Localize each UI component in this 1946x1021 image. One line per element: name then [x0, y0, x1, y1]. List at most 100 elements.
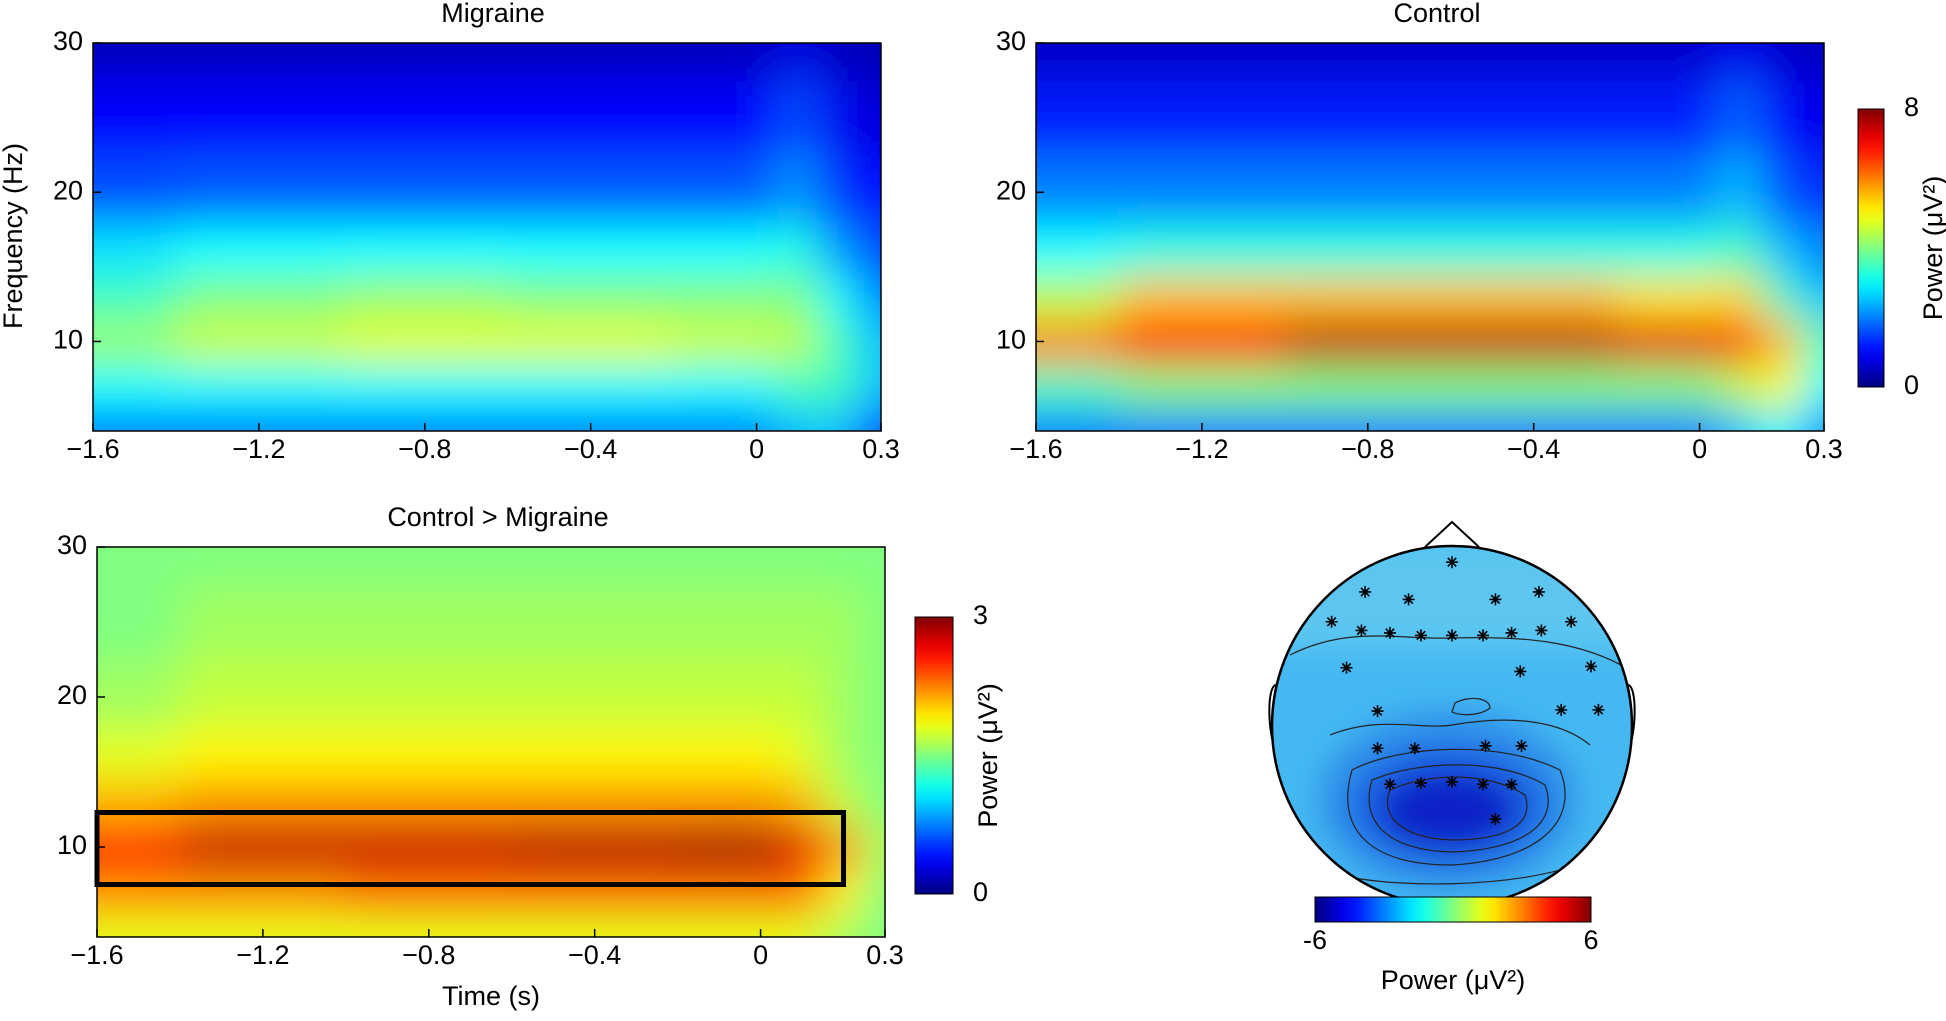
heat-cell [174, 43, 343, 82]
heat-cell [1802, 153, 1824, 224]
heat-cell [174, 79, 343, 156]
x-tick-label: −1.2 [232, 434, 285, 464]
heat-cell [1117, 43, 1286, 82]
heat-cell [97, 583, 181, 661]
heat-cell [776, 221, 820, 276]
electrode [1584, 660, 1597, 673]
heat-cell [1036, 153, 1120, 224]
heat-cell [93, 362, 177, 410]
electrode [1489, 593, 1502, 606]
heatmap [97, 547, 885, 937]
colorbar [1857, 108, 1885, 388]
heat-cell [817, 79, 862, 156]
heat-cell [97, 726, 181, 781]
x-tick-label: −1.6 [70, 940, 123, 970]
heat-cell [859, 273, 881, 321]
heat-cell [340, 153, 509, 224]
electrode [1479, 739, 1492, 752]
heat-cell [178, 547, 347, 586]
electrode [1505, 626, 1518, 639]
heat-cell [859, 407, 881, 431]
y-tick-label: 10 [57, 830, 87, 860]
heat-cell [97, 547, 181, 586]
heat-cell [340, 362, 509, 410]
heat-cell [1117, 362, 1286, 410]
colorbar [914, 616, 954, 895]
heat-cell [1283, 318, 1452, 365]
colorbar-tick-label: 0 [973, 877, 988, 907]
heat-cell [1117, 221, 1286, 276]
heat-cell [859, 221, 881, 276]
heat-cell [506, 43, 675, 82]
heat-cell [1117, 318, 1286, 365]
heat-cell [1760, 362, 1805, 410]
heat-cell [340, 43, 509, 82]
x-tick-label: −0.8 [402, 940, 455, 970]
heat-cell [676, 913, 783, 937]
electrode [1592, 703, 1605, 716]
heat-cell [510, 726, 679, 781]
electrode [1532, 585, 1545, 598]
heat-cell [178, 726, 347, 781]
heat-cell [863, 726, 885, 781]
heat-cell [1760, 407, 1805, 431]
heat-cell [93, 407, 177, 431]
heat-cell [510, 913, 679, 937]
heat-cell [1036, 43, 1120, 82]
heat-cell [1615, 43, 1722, 82]
heat-cell [863, 658, 885, 728]
panel-title: Control [1393, 0, 1480, 28]
heat-cell [676, 547, 783, 586]
heat-cell [863, 778, 885, 826]
x-tick-label: −1.6 [1009, 434, 1062, 464]
heat-cell [1760, 153, 1805, 224]
heat-cell [93, 153, 177, 224]
heat-cell [510, 547, 679, 586]
electrode [1535, 624, 1548, 637]
heat-cell [863, 868, 885, 916]
x-tick-label: 0 [749, 434, 764, 464]
x-axis-label: Time (s) [442, 981, 540, 1011]
heat-cell [817, 407, 862, 431]
heatmap [93, 43, 881, 431]
heat-cell [1283, 407, 1452, 431]
electrodes [1325, 556, 1605, 826]
heat-cell [1449, 362, 1618, 410]
heat-cell [506, 407, 675, 431]
heat-cell [1283, 273, 1452, 321]
y-tick-label: 30 [53, 26, 83, 56]
electrode [1414, 777, 1427, 790]
heat-cell [859, 43, 881, 82]
heat-cell [1449, 79, 1618, 156]
electrode [1325, 615, 1338, 628]
heat-cell [1802, 273, 1824, 321]
heat-cell [1117, 153, 1286, 224]
heatmap-cells [1036, 43, 1824, 431]
heat-cell [340, 273, 509, 321]
heat-cell [1760, 273, 1805, 321]
nose [1424, 520, 1480, 548]
colorbar-tick-label: 0 [1904, 370, 1919, 400]
heat-cell [340, 407, 509, 431]
heat-cell [506, 221, 675, 276]
y-tick-label: 20 [996, 175, 1026, 205]
y-tick-label: 10 [53, 325, 83, 355]
heat-cell [821, 583, 866, 661]
electrode [1514, 665, 1527, 678]
heat-cell [1760, 79, 1805, 156]
electrode [1371, 705, 1384, 718]
heat-cell [510, 823, 679, 871]
heat-cell [1802, 362, 1824, 410]
heat-cell [344, 583, 513, 661]
heat-cell [97, 868, 181, 916]
heat-cell [506, 273, 675, 321]
x-tick-label: 0.3 [862, 434, 900, 464]
heat-cell [676, 778, 783, 826]
heat-cell [672, 221, 779, 276]
heat-cell [1802, 79, 1824, 156]
heat-cell [1719, 362, 1763, 410]
heat-cell [510, 778, 679, 826]
electrode [1477, 629, 1490, 642]
heat-cell [1283, 153, 1452, 224]
